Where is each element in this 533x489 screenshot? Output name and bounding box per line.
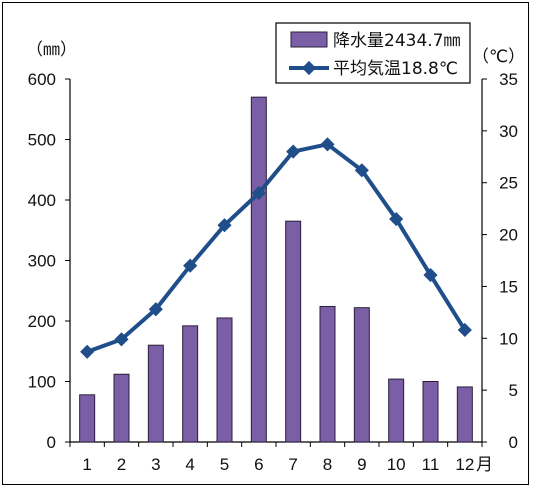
legend-swatch-temperature-marker xyxy=(301,60,317,76)
x-tick-label: 4 xyxy=(185,455,194,474)
precipitation-bar xyxy=(216,317,233,443)
left-tick-label: 0 xyxy=(47,433,56,452)
precipitation-bar xyxy=(319,305,336,443)
temperature-point xyxy=(320,137,335,152)
x-tick-label: 2 xyxy=(117,455,126,474)
x-tick-label: 8 xyxy=(323,455,332,474)
precipitation-bar xyxy=(182,325,199,443)
precipitation-bar xyxy=(250,96,267,443)
precipitation-bar xyxy=(79,394,96,443)
right-tick-label: 10 xyxy=(499,329,518,348)
temperature-point xyxy=(217,218,232,233)
left-tick-label: 400 xyxy=(28,191,56,210)
temperature-point xyxy=(80,344,95,359)
legend-label-temperature: 平均気温18.8℃ xyxy=(333,59,458,79)
x-axis-unit: 月 xyxy=(476,455,493,475)
left-tick-label: 200 xyxy=(28,312,56,331)
precipitation-bar xyxy=(388,378,405,443)
x-tick-label: 9 xyxy=(357,455,366,474)
right-tick-label: 25 xyxy=(499,174,518,193)
left-axis-unit: （㎜） xyxy=(26,40,77,60)
left-tick-label: 600 xyxy=(28,70,56,89)
temperature-point xyxy=(457,322,472,338)
temperature-line xyxy=(86,142,467,354)
x-tick-label: 5 xyxy=(220,455,229,474)
precipitation-bar xyxy=(422,381,439,443)
right-tick-label: 0 xyxy=(509,433,518,452)
right-tick-label: 15 xyxy=(499,277,518,296)
temperature-point xyxy=(389,211,404,227)
left-tick-label: 500 xyxy=(28,131,56,150)
temperature-point xyxy=(148,302,163,317)
x-tick-label: 12 xyxy=(455,455,474,474)
x-tick-label: 10 xyxy=(387,455,406,474)
left-tick-label: 300 xyxy=(28,252,56,271)
temperature-point xyxy=(286,144,301,159)
right-tick-label: 35 xyxy=(499,70,518,89)
right-tick-label: 30 xyxy=(499,122,518,141)
x-tick-label: 11 xyxy=(422,455,440,474)
right-tick-label: 5 xyxy=(509,381,518,400)
x-tick-label: 3 xyxy=(151,455,160,474)
precipitation-bar xyxy=(456,386,473,443)
temperature-point xyxy=(423,267,438,283)
left-tick-label: 100 xyxy=(28,373,56,392)
legend: 降水量2434.7㎜ 平均気温18.8℃ xyxy=(275,22,471,84)
x-tick-label: 7 xyxy=(288,455,297,474)
precipitation-bar xyxy=(147,344,164,443)
precipitation-bar xyxy=(285,220,302,443)
temperature-point xyxy=(114,332,129,347)
temperature-point xyxy=(354,163,369,178)
legend-label-precipitation: 降水量2434.7㎜ xyxy=(333,31,460,51)
precipitation-bar xyxy=(353,307,370,443)
precipitation-bar xyxy=(113,373,130,443)
x-tick-label: 1 xyxy=(82,455,91,474)
right-tick-label: 20 xyxy=(499,226,518,245)
right-axis-unit: （℃） xyxy=(472,47,525,67)
temperature-point xyxy=(183,258,198,273)
x-tick-label: 6 xyxy=(254,455,263,474)
temperature-point xyxy=(251,186,266,201)
legend-swatch-precipitation xyxy=(290,31,328,48)
